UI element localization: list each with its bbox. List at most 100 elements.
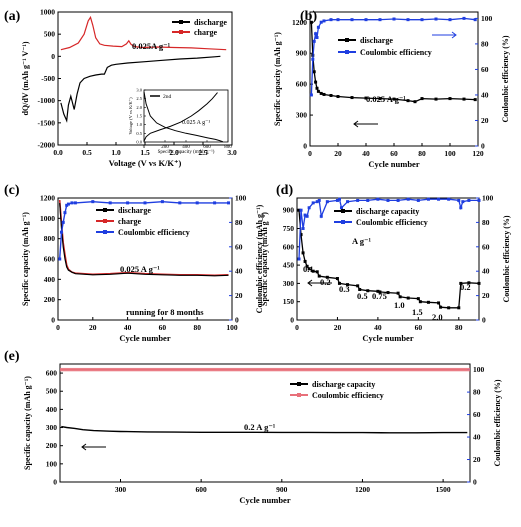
series-discharge-point bbox=[434, 97, 438, 101]
y-tick-label: 200 bbox=[44, 295, 56, 304]
x-tick-label: 100 bbox=[444, 149, 456, 158]
y2-tick-label: 60 bbox=[235, 242, 243, 251]
inset-y-tick-label: 1.5 bbox=[136, 114, 142, 119]
series-discharge-point bbox=[329, 93, 333, 97]
series-ce-point bbox=[339, 206, 343, 210]
series-ce-point bbox=[457, 198, 461, 202]
plot-frame bbox=[296, 197, 480, 321]
y-tick-label: 600 bbox=[283, 242, 295, 251]
panel-letter-c: (c) bbox=[4, 183, 20, 198]
y2-tick-label: 40 bbox=[235, 267, 243, 276]
annotation-duration: running for 8 months bbox=[126, 307, 204, 317]
x-tick-label: 0.5 bbox=[82, 148, 92, 157]
series-ce-point bbox=[386, 198, 390, 202]
series-discharge-line bbox=[59, 203, 229, 277]
x-tick-label: 40 bbox=[124, 323, 132, 332]
legend-charge-marker bbox=[179, 30, 183, 34]
series-ce-point bbox=[126, 201, 130, 205]
rate-label: 2.0 bbox=[432, 312, 443, 322]
x-tick-label: 100 bbox=[226, 323, 238, 332]
series-ce-point bbox=[434, 17, 438, 21]
y2-tick-label: 40 bbox=[481, 90, 489, 99]
series-ce-point bbox=[364, 18, 368, 22]
y2-tick-label: 40 bbox=[473, 433, 481, 442]
inset-x-tick-label: 800 bbox=[224, 145, 232, 150]
y-tick-label: 400 bbox=[46, 405, 58, 414]
series-ce-point bbox=[59, 230, 63, 234]
y-tick-label: 400 bbox=[44, 275, 56, 284]
series-ce-point bbox=[462, 16, 466, 20]
series-ce-point bbox=[378, 18, 382, 22]
inset-y-tick-label: 3.0 bbox=[136, 88, 142, 93]
series-discharge-point bbox=[416, 297, 420, 301]
series-discharge-point bbox=[316, 89, 320, 93]
inset-y-tick-label: 2.0 bbox=[136, 105, 142, 110]
x-axis-label: Cycle number bbox=[119, 333, 170, 343]
inset-y-axis-label: Voltage (V vs K/K⁺) bbox=[128, 97, 133, 135]
y-tick-label: 1000 bbox=[40, 214, 55, 223]
legend-discharge-marker bbox=[179, 20, 183, 24]
x-tick-label: 0 bbox=[295, 323, 299, 332]
inset-x-tick-label: 400 bbox=[182, 145, 190, 150]
inset-discharge-line bbox=[143, 91, 223, 143]
panel-letter-e: (e) bbox=[4, 349, 20, 364]
y-tick-label: 600 bbox=[44, 255, 56, 264]
series-discharge-point bbox=[314, 80, 318, 84]
series-ce-point bbox=[319, 214, 323, 218]
legend-ce-marker bbox=[297, 393, 301, 397]
y2-tick-label: 80 bbox=[235, 218, 243, 227]
annotation-unit: A g⁻¹ bbox=[352, 236, 372, 246]
series-ce-point bbox=[61, 220, 65, 224]
y-tick-label: 600 bbox=[296, 80, 308, 89]
series-ce-point bbox=[307, 206, 311, 210]
y-tick-label: 450 bbox=[283, 261, 295, 270]
series-discharge-point bbox=[457, 306, 461, 310]
series-ce-point bbox=[303, 213, 307, 217]
plot-frame bbox=[59, 363, 471, 483]
y-tick-label: 1200 bbox=[40, 194, 55, 203]
x-tick-label: 20 bbox=[334, 149, 342, 158]
legend-ce-label: Coulombic efficiency bbox=[312, 391, 384, 400]
y-tick-label: 1000 bbox=[40, 8, 55, 17]
x-tick-label: 20 bbox=[89, 323, 97, 332]
y2-axis-label: Coulombic efficiency (%) bbox=[493, 379, 502, 466]
legend-discharge-marker bbox=[341, 209, 345, 213]
series-discharge-point bbox=[336, 95, 340, 99]
series-discharge-point bbox=[325, 275, 329, 279]
series-ce-point bbox=[447, 197, 451, 201]
legend-ce-label: Coulombic efficiency bbox=[360, 48, 432, 57]
y-tick-label: 0 bbox=[53, 478, 57, 487]
y-tick-label: 100 bbox=[46, 459, 58, 468]
x-tick-label: 1.5 bbox=[140, 148, 150, 157]
y2-tick-label: 60 bbox=[473, 410, 481, 419]
y-tick-label: 1200 bbox=[292, 18, 307, 27]
series-discharge-point bbox=[418, 300, 422, 304]
legend-ce-marker bbox=[103, 230, 107, 234]
x-tick-label: 900 bbox=[276, 485, 288, 494]
legend-discharge-label: discharge bbox=[118, 206, 151, 215]
series-ce-point bbox=[312, 39, 316, 43]
inset-frame bbox=[143, 89, 229, 143]
y-tick-label: 300 bbox=[46, 423, 58, 432]
y-axis-label: Specific capacity (mAh g⁻¹) bbox=[260, 212, 269, 306]
series-discharge-point bbox=[420, 97, 424, 101]
series-discharge-point bbox=[473, 98, 477, 102]
y2-tick-label: 0 bbox=[481, 142, 485, 151]
y-tick-label: 800 bbox=[44, 234, 56, 243]
x-tick-label: 20 bbox=[334, 323, 342, 332]
y-tick-label: -500 bbox=[41, 74, 55, 83]
series-ce-point bbox=[311, 201, 315, 205]
y-axis-label: dQ/dV (mAh g⁻¹ V⁻¹) bbox=[21, 41, 30, 115]
inset-y-tick-label: 1.0 bbox=[136, 122, 142, 127]
series-discharge-point bbox=[392, 97, 396, 101]
series-ce-point bbox=[346, 200, 350, 204]
series-discharge-point bbox=[319, 91, 323, 95]
series-discharge-point bbox=[437, 301, 441, 305]
legend-charge-label: charge bbox=[194, 28, 218, 37]
panel-letter-d: (d) bbox=[276, 183, 293, 198]
series-ce-point bbox=[227, 201, 231, 205]
y2-tick-label: 40 bbox=[482, 267, 490, 276]
series-discharge-point bbox=[386, 291, 390, 295]
x-tick-label: 1200 bbox=[355, 485, 370, 494]
